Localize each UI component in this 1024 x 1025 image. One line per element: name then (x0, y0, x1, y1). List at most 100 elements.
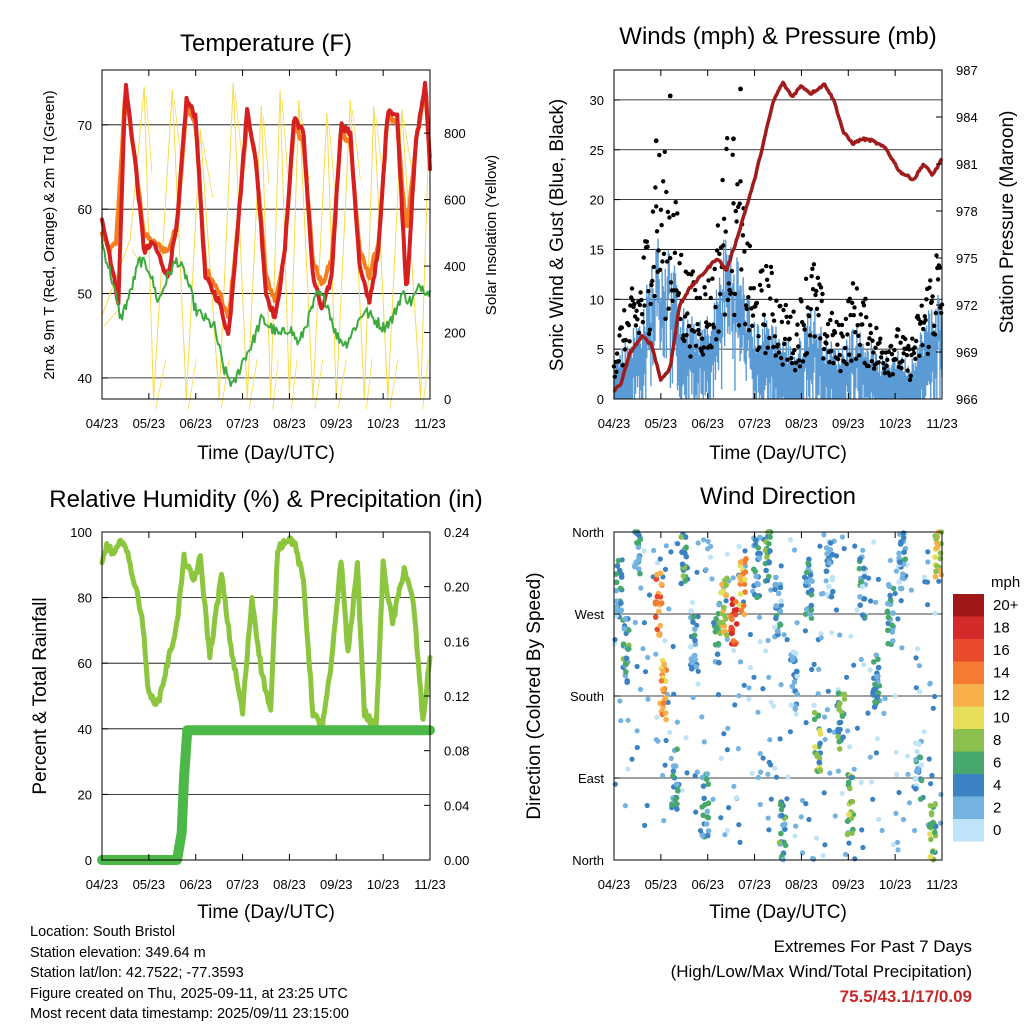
direction-point (776, 839, 783, 846)
gust-point (716, 329, 721, 334)
gust-point (738, 179, 743, 184)
direction-y-ticks: North East South West North (570, 525, 620, 868)
gust-point (619, 325, 624, 330)
direction-point (799, 850, 806, 856)
direction-point (692, 626, 698, 632)
direction-point (836, 738, 842, 745)
gust-point (923, 317, 928, 323)
direction-point (704, 771, 711, 777)
gust-point (633, 323, 639, 328)
insolation-line (262, 116, 270, 184)
x-tick-label: 05/23 (645, 416, 678, 431)
direction-point (740, 603, 747, 609)
gust-point (743, 303, 749, 308)
gust-point (778, 303, 783, 309)
direction-point (622, 616, 629, 622)
legend-swatch (953, 819, 984, 842)
direction-point (777, 801, 784, 808)
y-tick-label: 60 (78, 202, 92, 217)
direction-point (791, 547, 798, 553)
direction-point (754, 580, 760, 587)
direction-point (683, 553, 690, 560)
direction-point (733, 599, 739, 605)
direction-point (808, 602, 815, 609)
direction-point (860, 547, 866, 553)
gust-point (672, 250, 678, 255)
gust-point (721, 243, 726, 248)
insolation-line (291, 359, 298, 410)
direction-point (841, 696, 848, 702)
y-right-tick-label: 0.24 (444, 525, 469, 540)
y-right-tick-label: 984 (956, 110, 978, 125)
direction-point (666, 606, 672, 612)
direction-point (865, 710, 871, 716)
direction-point (755, 545, 762, 551)
direction-point (808, 591, 815, 598)
direction-point (789, 656, 796, 663)
direction-point (875, 664, 882, 671)
direction-point (714, 651, 721, 657)
direction-point (654, 593, 661, 600)
gust-point (799, 299, 804, 304)
direction-point (674, 719, 681, 725)
direction-point (938, 571, 945, 578)
direction-point (778, 830, 784, 837)
direction-point (890, 638, 896, 644)
gust-point (917, 353, 922, 358)
direction-point (612, 641, 618, 647)
gust-point (675, 211, 680, 216)
direction-point (839, 713, 846, 719)
gust-point (779, 319, 785, 325)
direction-point (733, 795, 740, 801)
direction-point (663, 543, 669, 549)
gust-point (797, 364, 803, 369)
gust-point (677, 261, 682, 266)
direction-point (694, 769, 700, 775)
direction-point (917, 689, 923, 695)
direction-point (732, 611, 739, 618)
gust-point (687, 344, 692, 349)
direction-point (930, 705, 936, 711)
direction-point (688, 666, 695, 672)
station-info: Location: South Bristol Station elevatio… (30, 922, 349, 1025)
direction-point (847, 785, 853, 792)
gust-point (920, 343, 925, 348)
direction-point (851, 766, 857, 772)
temperature-series (100, 80, 432, 410)
direction-point (900, 816, 907, 823)
x-tick-label: 08/23 (273, 877, 306, 892)
gust-point (688, 354, 693, 359)
direction-point (741, 682, 747, 688)
gust-point (731, 136, 736, 142)
direction-point (918, 762, 925, 768)
x-tick-label: 10/23 (879, 416, 912, 431)
direction-point (874, 694, 880, 701)
direction-point (724, 632, 730, 638)
direction-title: Wind Direction (700, 483, 856, 510)
insolation-line (288, 99, 300, 400)
gust-point (793, 368, 798, 373)
gust-point (819, 298, 824, 304)
gust-point (876, 360, 881, 365)
gust-point (737, 201, 742, 206)
gust-point (706, 278, 711, 283)
direction-point (901, 549, 907, 555)
gust-point (765, 345, 770, 350)
x-tick-label: 09/23 (832, 877, 865, 892)
direction-point (672, 796, 679, 803)
direction-xlabel: Time (Day/UTC) (709, 902, 847, 923)
gust-point (880, 350, 885, 355)
direction-point (719, 581, 725, 588)
direction-point (854, 607, 860, 613)
direction-point (817, 768, 824, 774)
gust-point (721, 216, 727, 221)
y-right-tick-label: 600 (444, 193, 466, 208)
rh-precip-panel: 0 20 40 60 80 100 0.00 0.04 0.08 0.12 0.16 0.20 0.2… (30, 486, 483, 923)
direction-point (614, 563, 621, 569)
winds-y-ticks: 0 5 10 15 20 25 30 (590, 93, 620, 407)
direction-point (707, 554, 714, 560)
gust-point (734, 219, 739, 224)
direction-point (694, 569, 700, 575)
direction-point (724, 575, 730, 582)
direction-point (875, 656, 881, 663)
